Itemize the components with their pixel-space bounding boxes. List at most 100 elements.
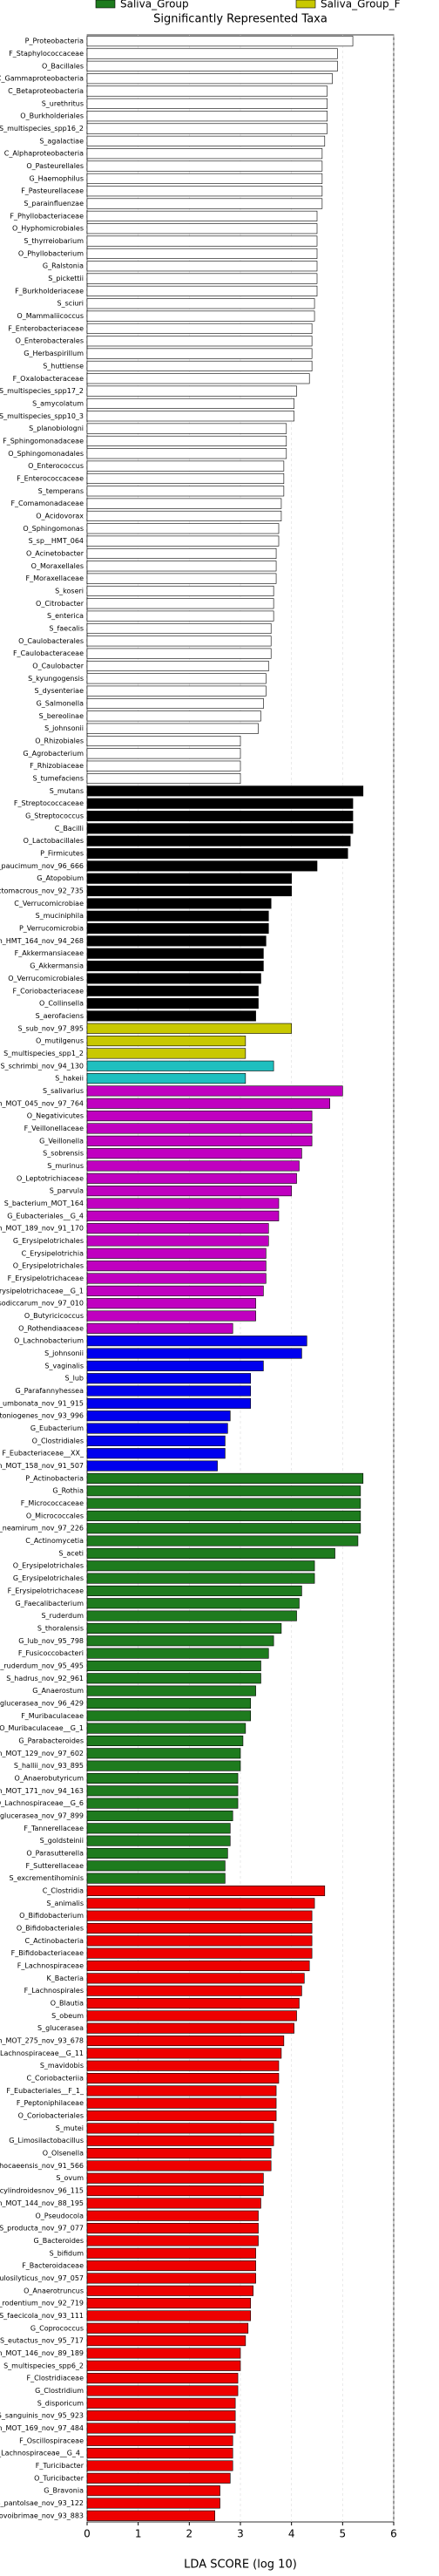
y-tick-label: F_Eubacteriales__F_1_	[6, 2087, 84, 2095]
bar	[86, 2260, 256, 2272]
y-tick-label: S_multispecies_spp16_2	[0, 125, 84, 133]
y-tick-label: O_Collinsella	[39, 1000, 84, 1008]
y-tick-label: F_Staphylococcaceae	[9, 50, 84, 58]
y-tick-label: F_Caulobacteraceae	[13, 649, 84, 657]
bar	[86, 561, 277, 572]
bar	[86, 2423, 236, 2434]
bar	[86, 1423, 228, 1434]
y-tick-label: F_Bifidobacteriaceae	[11, 1949, 84, 1957]
x-tick-label: 2	[186, 2528, 193, 2540]
y-tick-label: S_mutei	[56, 2124, 84, 2132]
bar	[86, 2373, 239, 2384]
bar	[86, 1648, 269, 1659]
y-tick-label: S_temperans	[38, 487, 84, 495]
y-tick-label: O_Rothendiaaceae	[18, 1324, 84, 1332]
bar	[86, 198, 323, 209]
bar	[86, 2348, 241, 2359]
bar	[86, 998, 259, 1009]
bar	[86, 823, 354, 834]
bar	[86, 423, 287, 434]
bar	[86, 2085, 277, 2097]
y-tick-label: cylindroidesnov_96_115	[0, 2187, 84, 2195]
bar	[86, 1210, 280, 1221]
y-tick-label: O_Lactobacillales	[24, 837, 84, 845]
y-tick-label: S_planobiologni	[29, 425, 84, 432]
y-tick-label: F_Enterobacteriaceae	[8, 324, 84, 332]
y-tick-label: G_Ralstonia	[43, 262, 84, 270]
y-tick-label: O_Burkholderiales	[20, 112, 84, 120]
bar	[86, 135, 326, 146]
bar	[86, 848, 348, 860]
x-tick-label: 0	[84, 2528, 91, 2540]
bar	[86, 1460, 218, 1472]
bar	[86, 1898, 315, 1909]
bar	[86, 1523, 361, 1534]
bar	[86, 1810, 233, 1822]
y-tick-label: sodiccarum_nov_97_010	[0, 1300, 84, 1308]
y-tick-label: phocaeensis_nov_91_566	[0, 2162, 84, 2170]
bar	[86, 1697, 252, 1709]
bar	[86, 811, 354, 822]
bar	[86, 2110, 277, 2122]
bar	[86, 2448, 233, 2459]
bar	[86, 435, 287, 446]
y-tick-label: C_Alphaproteobacteria	[4, 150, 84, 158]
y-tick-label: O_Mammaliicoccus	[17, 312, 84, 320]
bar	[86, 1885, 326, 1897]
bar	[86, 710, 261, 722]
bar	[86, 348, 313, 359]
y-tick-label: S_paucimum_nov_96_666	[0, 862, 84, 870]
bar	[86, 622, 272, 635]
y-tick-label: G_Herbaspirillum	[24, 350, 84, 357]
bar	[86, 1385, 252, 1397]
bar	[86, 598, 274, 609]
y-tick-label: S_lub	[65, 1375, 84, 1383]
bar	[86, 2148, 272, 2159]
y-tick-label: S_mutans	[50, 787, 84, 795]
bar	[86, 1172, 297, 1184]
bar	[86, 1598, 300, 1609]
bar	[86, 2010, 297, 2022]
y-tick-label: O_Lachnobacterium	[14, 1337, 84, 1345]
bar	[86, 248, 318, 259]
bar	[86, 261, 318, 272]
y-tick-label: S_murinus	[47, 1162, 84, 1170]
y-tick-label: S_ovum	[56, 2174, 84, 2182]
y-tick-label: G_Eubacterium	[30, 1424, 84, 1432]
bar	[86, 748, 241, 759]
y-tick-label: O_Erysipelotrichales	[13, 1562, 84, 1570]
bar	[86, 1735, 244, 1746]
y-tick-label: F_Erysipelotrichaceae	[8, 1274, 84, 1282]
y-tick-label: S_sp__HMT_064	[29, 537, 84, 545]
y-tick-label: F_Pasteurellaceae	[21, 187, 84, 195]
y-tick-label: O_mutilgenus	[36, 1037, 84, 1045]
bar	[86, 1772, 239, 1784]
bar	[86, 1835, 231, 1846]
bar	[86, 235, 318, 247]
bar	[86, 1535, 359, 1546]
y-tick-label: C_Betaproteobacteria	[8, 87, 84, 95]
y-tick-label: S_lactomacrous_nov_92_735	[0, 887, 84, 895]
y-tick-label: O_Olsenella	[43, 2150, 84, 2158]
bar	[86, 2285, 253, 2296]
y-tick-label: G_Bravonia	[44, 2487, 84, 2495]
y-tick-label: cellulosilyticus_nov_97_057	[0, 2274, 84, 2282]
bar	[86, 2298, 252, 2309]
y-tick-label: S_vaginalis	[44, 1362, 84, 1370]
bar	[86, 886, 292, 897]
bar	[86, 336, 313, 347]
bar	[86, 2060, 280, 2071]
bar	[86, 1223, 269, 1234]
y-tick-label: S_johnsonii	[44, 1349, 84, 1357]
bar	[86, 1673, 261, 1684]
y-tick-label: S_bacterium_MOT_164	[4, 1200, 84, 1207]
bar	[86, 660, 269, 672]
y-tick-label: K_Bacteria	[46, 1974, 84, 1982]
y-tick-label: S_hadrus_nov_92_961	[6, 1675, 84, 1682]
y-tick-label: S_johnsonii	[44, 724, 84, 732]
y-tick-label: O_Parasutterella	[26, 1849, 84, 1857]
y-tick-label: F_Sutterellaceae	[26, 1862, 84, 1870]
bar	[86, 360, 313, 371]
y-tick-label: F_Veillonellaceae	[24, 1125, 84, 1132]
y-tick-label: S_obeum	[51, 2012, 84, 2020]
